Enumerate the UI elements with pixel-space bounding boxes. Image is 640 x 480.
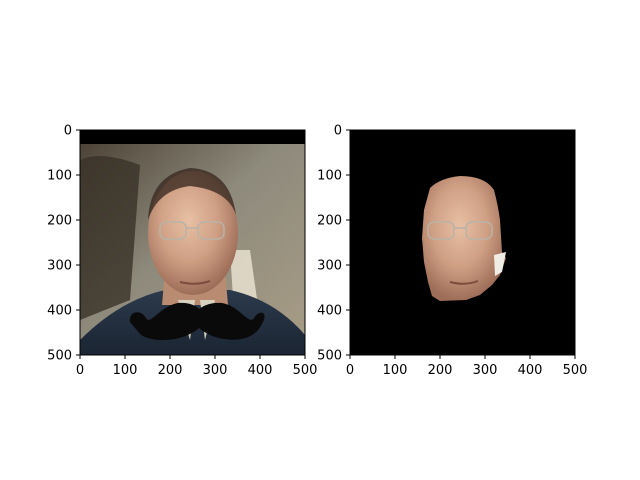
x-tick-label: 100: [383, 363, 408, 378]
x-tick-label: 0: [76, 363, 84, 378]
y-tick-label: 400: [47, 304, 72, 319]
y-tick-label: 100: [317, 169, 342, 184]
x-tick-label: 400: [248, 363, 273, 378]
right-axes-frame: [349, 129, 576, 356]
x-tick-label: 300: [203, 363, 228, 378]
x-tick-label: 500: [563, 363, 588, 378]
x-tick-label: 200: [158, 363, 183, 378]
left-arch-shadow: [80, 156, 140, 320]
left-hair: [148, 168, 236, 220]
axes-ticks-layer: 0 100 200 300 400 500 0 100 200 300 400 500 0 100 200 3…: [47, 124, 587, 379]
y-tick-label: 200: [317, 214, 342, 229]
y-tick-label: 200: [47, 214, 72, 229]
left-face: [148, 171, 238, 295]
y-tick-label: 500: [317, 349, 342, 364]
left-mouth: [179, 280, 211, 285]
left-glasses: [159, 221, 225, 240]
x-tick-label: 400: [518, 363, 543, 378]
x-tick-label: 500: [293, 363, 318, 378]
y-tick-label: 300: [317, 259, 342, 274]
x-tick-label: 0: [346, 363, 354, 378]
y-tick-label: 500: [47, 349, 72, 364]
right-glasses: [427, 221, 493, 240]
y-tick-label: 100: [47, 169, 72, 184]
segmented-face-region: [422, 176, 506, 301]
y-tick-label: 0: [64, 124, 72, 139]
x-tick-label: 300: [473, 363, 498, 378]
y-tick-label: 0: [334, 124, 342, 139]
right-image-panel: [350, 130, 575, 355]
segmented-ear-patch: [494, 252, 506, 276]
right-mouth: [449, 280, 479, 285]
left-axes-frame: [79, 129, 306, 356]
x-tick-label: 200: [428, 363, 453, 378]
mustache-overlay: [129, 302, 265, 341]
left-image-panel: [80, 130, 305, 355]
y-tick-label: 400: [317, 304, 342, 319]
y-tick-label: 300: [47, 259, 72, 274]
x-tick-label: 100: [113, 363, 138, 378]
